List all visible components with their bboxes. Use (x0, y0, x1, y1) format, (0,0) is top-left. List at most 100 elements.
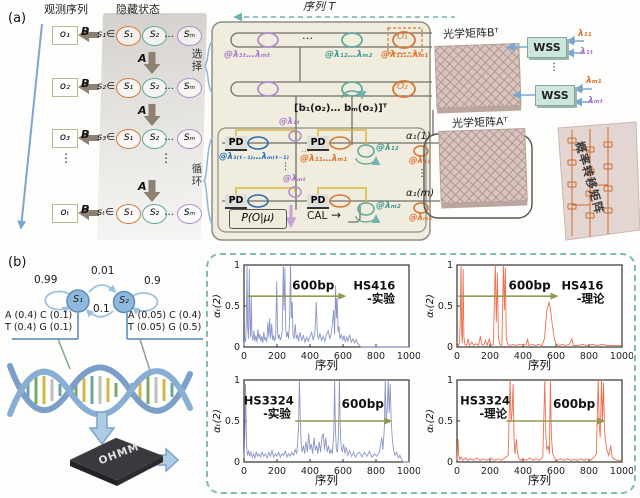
dots-r3: … (164, 132, 174, 143)
observation-seq-header: 观测序列 (44, 3, 88, 16)
obs-box-T: oₜ (52, 204, 78, 223)
state-s1-rT: S₁ (116, 204, 141, 224)
p-s2-self: 0.9 (144, 275, 161, 287)
dots-r2: … (164, 81, 174, 92)
s2-dna-lead (139, 338, 151, 372)
lambda-1T-small: @λ₁ₜ (279, 117, 300, 127)
wss-box-1: WSS (527, 37, 567, 58)
s-in-3: s₃∈ (97, 132, 115, 143)
chart-hs3324-theory: 0 200 400 600 800 1000 0 0.5 1 600bp HS3324 -理论 序列 αₜ… (423, 372, 634, 487)
hdots-orange: … (301, 145, 310, 155)
y-tick-label: 0.5 (225, 301, 240, 312)
state-s1-r2: S₁ (116, 78, 141, 98)
x-tick-label: 0 (241, 466, 247, 477)
a-label-2: A (138, 104, 147, 117)
chart-title-line-2: -实验 (367, 292, 395, 306)
dna-helix-icon (7, 363, 193, 418)
chart-title-line-1: HS3324 (460, 394, 510, 408)
p-s1-self: 0.99 (34, 274, 58, 286)
x-tick-label: 600 (334, 466, 352, 477)
x-tick-label: 400 (514, 466, 532, 477)
y-axis-label: αₜ(2) (212, 409, 223, 433)
state-s2-node (112, 290, 136, 314)
x-tick-label: 800 (580, 466, 598, 477)
s2-self-loop-arrow (131, 292, 159, 315)
x-axis-label: 序列 (528, 473, 551, 486)
state-s2-r1: S₂ (142, 26, 167, 46)
s2-emission-line2: T (0.05) G (0.5) (128, 322, 202, 333)
chart-title-line-2: -实验 (263, 407, 291, 421)
y-tick-label: 1 (234, 375, 240, 386)
y-tick-label: 0 (447, 342, 453, 353)
lambda-11-m1-mid: @λ₁₁…λₘ₁ (300, 154, 348, 164)
pd-3: PD (225, 194, 247, 209)
ring-purple-row2-icon (257, 81, 279, 97)
chart-title-line-1: HS416 (561, 279, 603, 293)
x-tick-label: 200 (268, 351, 286, 362)
x-tick-label: 600 (547, 351, 565, 362)
chart-hs416-theory: 0 200 400 600 800 1000 0 0.5 1 600bp HS416 -理论 序列 αₜ(… (423, 257, 634, 372)
chart-title-line-1: HS416 (353, 279, 395, 293)
chart-hs416-experiment: 0 200 400 600 800 1000 0 0.5 1 600bp HS416 -实验 序列 αₜ(… (210, 257, 421, 372)
vdots-hidden: ⋮ (160, 151, 172, 165)
state-sm-r2: Sₘ (177, 78, 202, 98)
x-tick-label: 1000 (610, 351, 633, 362)
y-tick-label: 0 (447, 457, 453, 468)
lambda-row-1: @λ₁₁…λₘ₁ (381, 50, 429, 60)
vdots-wss1: ⋮ (570, 35, 578, 44)
span-annotation: 600bp (342, 397, 385, 411)
plot-frame (456, 264, 623, 348)
x-tick-label: 1000 (397, 466, 420, 477)
a-label-1: A (138, 52, 147, 65)
o1-ring-label: O₁ (397, 32, 408, 42)
p-s2-s1: 0.1 (93, 303, 110, 315)
chart-hs3324-experiment: 0 200 400 600 800 1000 0 0.5 1 600bp HS3324 -实验 序列 αₜ… (210, 372, 421, 487)
lambda-m2: @λₘ₂ (376, 201, 401, 211)
x-tick-label: 0 (454, 351, 460, 362)
pd-4: PD (307, 194, 329, 209)
transition-a-arrows (143, 52, 161, 202)
state-s1-r1: S₁ (116, 26, 141, 46)
loop-section-box (217, 127, 427, 233)
state-sm-rT: Sₘ (177, 204, 202, 224)
y-tick-label: 1 (447, 375, 453, 386)
input-lambda-m1: λₘ₁ (586, 76, 602, 86)
wss-arrows (506, 36, 593, 107)
p-s1-s2: 0.01 (91, 265, 115, 277)
alpha-1-m: α₁(m) (406, 188, 435, 199)
obs-box-2: o₂ (52, 78, 78, 97)
x-tick-label: 800 (580, 351, 598, 362)
span-annotation: 600bp (508, 279, 551, 293)
state-sm-r1: Sₘ (177, 26, 202, 46)
x-tick-label: 200 (268, 466, 286, 477)
results-dashed-border (206, 253, 636, 494)
s1-node-label: S₁ (73, 294, 83, 305)
x-tick-label: 600 (547, 466, 565, 477)
s2-node-label: S₂ (119, 295, 129, 306)
emission-b-arrows (78, 28, 99, 220)
ring-blue-pd1-icon (247, 136, 269, 150)
y-axis-label: αₜ(2) (425, 294, 436, 318)
hidden-state-header: 隐藏状态 (116, 3, 160, 16)
matrix-b-label: 光学矩阵Bᵀ (442, 26, 499, 41)
input-lambda-mT: λₘₜ (588, 96, 604, 106)
x-tick-label: 1000 (610, 466, 633, 477)
optical-matrix-a-chip (438, 128, 528, 209)
x-tick-label: 200 (481, 466, 499, 477)
ring-orange-r2-icon (329, 194, 351, 208)
gold-wires (235, 129, 367, 203)
y-axis-label: αₜ(2) (212, 294, 223, 318)
b-label-4: B (81, 203, 90, 216)
teal-circulation-arrow (341, 90, 367, 100)
b-label-1: B (81, 25, 90, 38)
s2-emission-line1: A (0.05) C (0.4) (128, 310, 202, 321)
x-tick-label: 800 (367, 351, 385, 362)
lambda-12: @λ₁₂ (376, 143, 399, 153)
lambda-11-small: @λ₁₁ (409, 156, 431, 166)
ring-teal-2-icon (341, 32, 363, 48)
